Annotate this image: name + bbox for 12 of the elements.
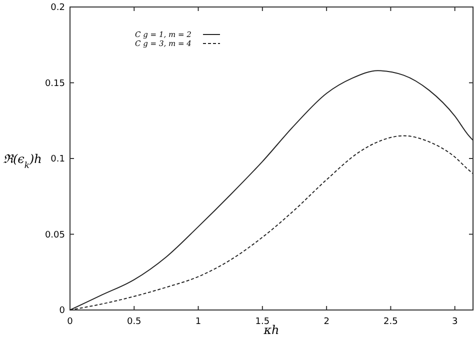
y-tick-label: 0.2 xyxy=(50,3,65,13)
x-tick-label: 2.5 xyxy=(384,317,398,327)
y-tick-label: 0.1 xyxy=(50,154,65,164)
y-tick-label: 0 xyxy=(59,306,66,316)
y-tick-label: 0.05 xyxy=(44,230,65,240)
y-axis-title: ℜ(ϵ$_{k}$)h xyxy=(3,152,42,170)
x-tick-label: 3 xyxy=(452,317,458,327)
x-tick-label: 0.5 xyxy=(126,317,142,327)
x-tick-label: 1 xyxy=(195,317,202,327)
y-tick-label: 0.15 xyxy=(44,78,65,89)
x-tick-label: 2 xyxy=(324,317,330,327)
x-tick-label: 0 xyxy=(67,317,74,327)
